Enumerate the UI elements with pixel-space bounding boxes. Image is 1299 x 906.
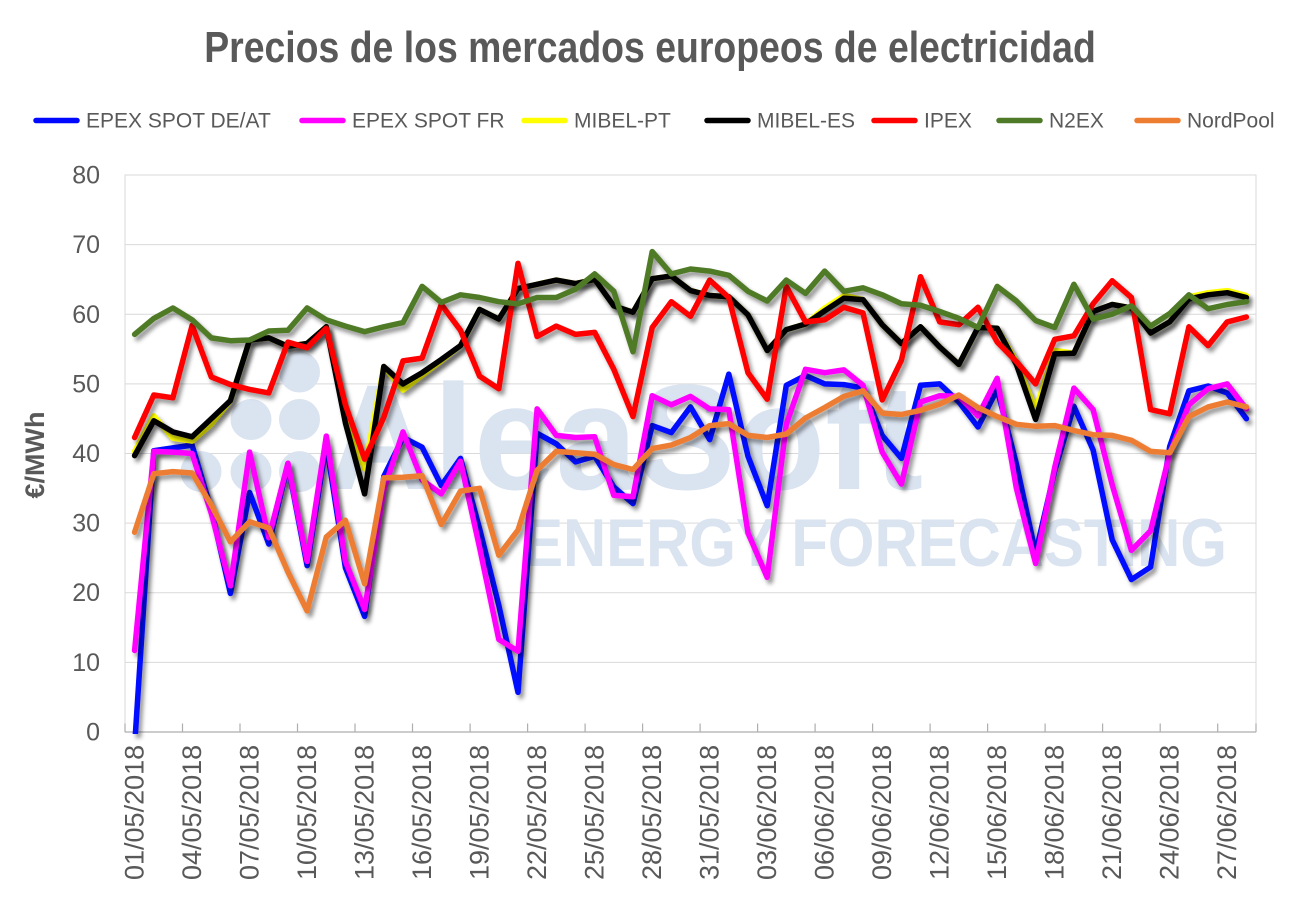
svg-text:20: 20 [72,579,100,607]
svg-text:19/05/2018: 19/05/2018 [465,745,495,880]
svg-text:09/06/2018: 09/06/2018 [867,745,897,880]
svg-text:Precios de los mercados europe: Precios de los mercados europeos de elec… [204,22,1096,72]
svg-text:60: 60 [72,301,100,329]
svg-text:10/05/2018: 10/05/2018 [292,745,322,880]
svg-text:22/05/2018: 22/05/2018 [522,745,552,880]
svg-text:10: 10 [72,649,100,677]
svg-text:01/05/2018: 01/05/2018 [120,745,150,880]
svg-text:12/06/2018: 12/06/2018 [925,745,955,880]
svg-text:EPEX SPOT FR: EPEX SPOT FR [352,110,505,133]
svg-text:15/06/2018: 15/06/2018 [982,745,1012,880]
svg-text:21/06/2018: 21/06/2018 [1097,745,1127,880]
svg-text:MIBEL-PT: MIBEL-PT [574,110,671,133]
svg-text:N2EX: N2EX [1049,110,1104,133]
svg-text:13/05/2018: 13/05/2018 [350,745,380,880]
svg-text:NordPool: NordPool [1187,110,1275,133]
svg-text:25/05/2018: 25/05/2018 [580,745,610,880]
svg-text:0: 0 [86,719,100,747]
svg-text:24/06/2018: 24/06/2018 [1155,745,1185,880]
svg-text:31/05/2018: 31/05/2018 [695,745,725,880]
svg-text:€/MWh: €/MWh [20,412,50,499]
svg-text:27/06/2018: 27/06/2018 [1212,745,1242,880]
svg-text:EPEX SPOT DE/AT: EPEX SPOT DE/AT [86,110,271,133]
svg-text:28/05/2018: 28/05/2018 [637,745,667,880]
svg-text:40: 40 [72,440,100,468]
svg-text:07/05/2018: 07/05/2018 [235,745,265,880]
svg-text:50: 50 [72,370,100,398]
svg-text:03/06/2018: 03/06/2018 [752,745,782,880]
svg-text:30: 30 [72,510,100,538]
svg-text:70: 70 [72,231,100,259]
svg-text:06/06/2018: 06/06/2018 [810,745,840,880]
svg-text:04/05/2018: 04/05/2018 [177,745,207,880]
svg-text:18/06/2018: 18/06/2018 [1040,745,1070,880]
svg-text:16/05/2018: 16/05/2018 [407,745,437,880]
svg-text:IPEX: IPEX [924,110,972,133]
svg-text:80: 80 [72,162,100,190]
svg-text:MIBEL-ES: MIBEL-ES [757,110,855,133]
